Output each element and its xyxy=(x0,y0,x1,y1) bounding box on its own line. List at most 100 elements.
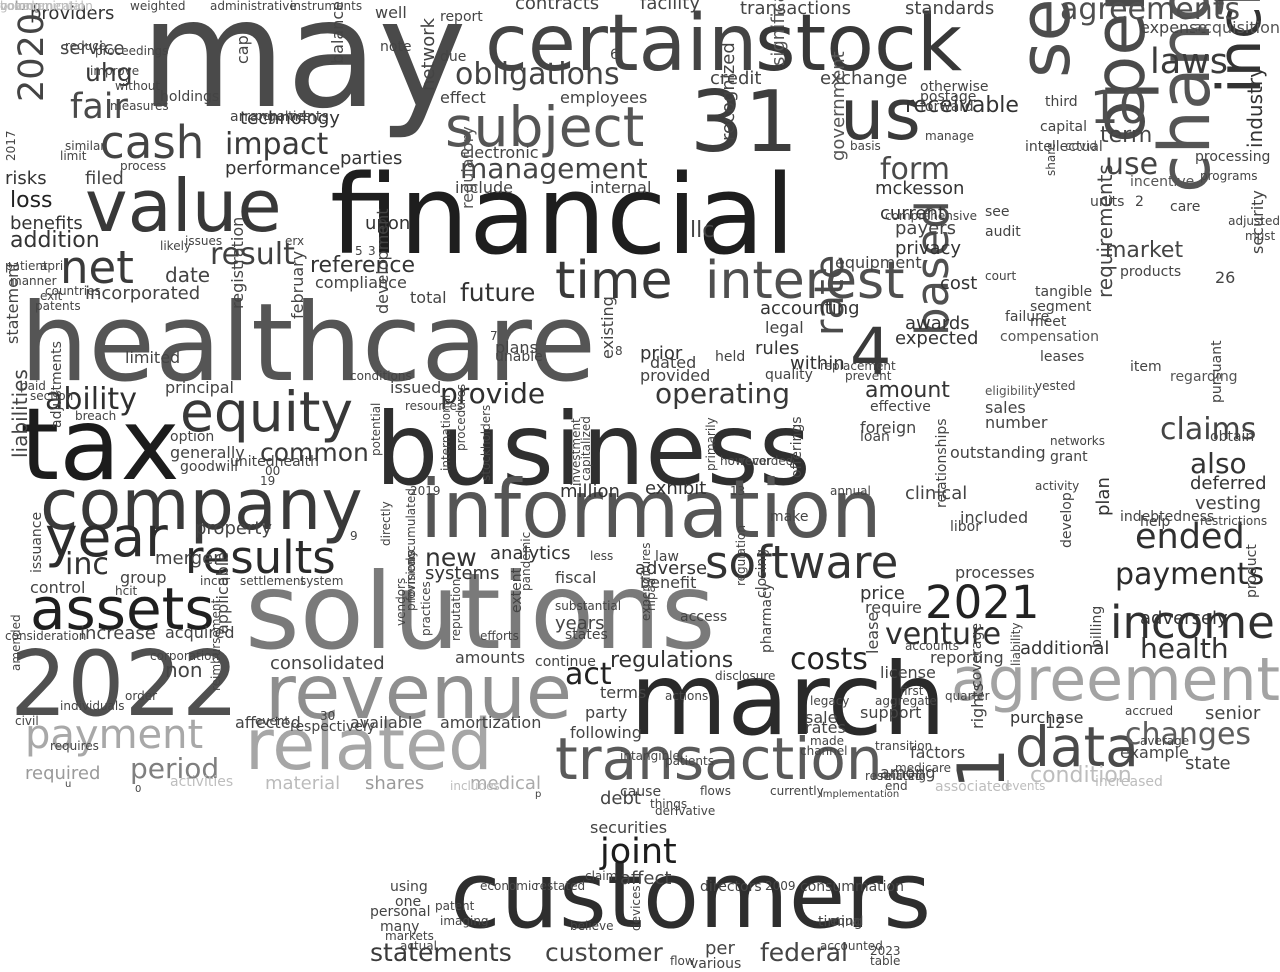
word-things: things xyxy=(650,797,688,811)
word-stock: stock xyxy=(755,0,962,89)
word-legacy: legacy xyxy=(810,694,850,708)
word-agreements: agreements xyxy=(1060,0,1241,27)
word-million: million xyxy=(560,481,620,502)
word-5: 5 xyxy=(355,244,363,258)
word-accrued: accrued xyxy=(1125,704,1174,718)
word-derivative: derivative xyxy=(655,804,716,818)
word-personal: personal xyxy=(370,904,431,920)
word-activity: activity xyxy=(1035,479,1080,493)
word-medical: medical xyxy=(470,773,541,794)
word-awards: awards xyxy=(905,313,970,334)
word-0: 0 xyxy=(135,784,142,795)
word-electronic: electronic xyxy=(460,143,539,162)
word-regulation: regulation xyxy=(734,525,748,586)
word-require: require xyxy=(865,598,922,617)
word-cash: cash xyxy=(100,116,205,169)
word-expected: expected xyxy=(895,328,979,349)
word-ability: ability xyxy=(45,382,137,417)
word-basis: basis xyxy=(850,139,881,153)
word-12: 12 xyxy=(1045,713,1066,732)
word-manage: manage xyxy=(925,129,975,143)
word-4: 4 xyxy=(850,315,892,390)
word-rules: rules xyxy=(755,338,800,359)
word-capital: capital xyxy=(1040,119,1088,135)
word-loss: loss xyxy=(10,188,53,213)
word-year: year xyxy=(45,505,168,569)
word-segment: segment xyxy=(1030,299,1092,315)
word-long: long xyxy=(15,0,41,13)
word-amortization: amortization xyxy=(440,713,542,732)
word-material: material xyxy=(265,773,341,794)
word-governmental: governmental xyxy=(0,0,84,13)
word-performance: performance xyxy=(225,158,341,179)
word-statements: statements xyxy=(370,938,512,967)
word-license: license xyxy=(880,663,936,682)
word-using: using xyxy=(390,879,428,895)
word-p: p xyxy=(535,789,542,800)
word-consolidated: consolidated xyxy=(270,653,385,674)
word-credit: credit xyxy=(710,68,762,89)
word-reimbursement: reimbursement xyxy=(209,598,223,691)
word-offerings: offerings xyxy=(789,416,805,478)
word-condition: condition xyxy=(1030,763,1132,788)
word-annual: annual xyxy=(830,484,871,498)
word-without: without xyxy=(115,79,161,93)
word-results: results xyxy=(185,531,336,584)
word-outstanding: outstanding xyxy=(950,443,1046,462)
word-group: group xyxy=(120,568,167,587)
word-products: products xyxy=(1120,264,1182,280)
word-product: product xyxy=(1244,544,1260,598)
word-manner: manner xyxy=(10,274,57,288)
word-indebtedness: indebtedness xyxy=(1120,509,1215,525)
word-volume: volume xyxy=(0,0,45,13)
word-resources: resources xyxy=(405,399,464,413)
word-directly: directly xyxy=(379,501,393,546)
word-event: event xyxy=(255,714,290,728)
word-sale: sale xyxy=(805,708,838,727)
word-issued: issued xyxy=(390,378,442,397)
word-tax: tax xyxy=(20,386,180,503)
word-processes: processes xyxy=(955,563,1035,582)
word-replacement: replacement xyxy=(820,359,896,373)
word-accounts: accounts xyxy=(905,639,960,653)
word-corporation: corporation xyxy=(150,649,220,663)
word-help: help xyxy=(1140,514,1171,530)
word-forward: forward xyxy=(920,99,974,115)
word-units: units xyxy=(1090,194,1125,210)
word-economic: economic xyxy=(480,879,538,893)
word-primarily: primarily xyxy=(704,417,718,471)
word-u: u xyxy=(65,779,72,790)
word-devices: devices xyxy=(629,885,643,931)
word-associated: associated xyxy=(935,779,1010,795)
word-regulations: regulations xyxy=(610,648,734,673)
word-april: april xyxy=(40,259,67,273)
word-within: within xyxy=(790,353,845,374)
word-regulatory: regulatory xyxy=(458,126,477,209)
word-plan: plan xyxy=(1093,477,1114,516)
word-practices: practices xyxy=(419,581,433,636)
word-comprehensive: comprehensive xyxy=(885,209,977,223)
word-cap: cap xyxy=(233,35,252,64)
word-registration: registration xyxy=(228,216,247,309)
word-19: 19 xyxy=(260,474,276,488)
word-development: development xyxy=(373,208,392,314)
word-transition: transition xyxy=(875,739,933,753)
word-purchase: purchase xyxy=(1010,708,1084,727)
word-imaging: imaging xyxy=(440,914,489,928)
word-2020: 2020 xyxy=(12,12,52,102)
word-quarter: quarter xyxy=(945,689,990,703)
word-support: support xyxy=(860,703,922,722)
word-february: february xyxy=(288,250,307,319)
word-settlement: settlement xyxy=(240,574,306,588)
word-coverage: coverage xyxy=(969,623,985,688)
word-held: held xyxy=(715,349,746,365)
word-state: state xyxy=(1185,753,1231,774)
word-stockholders: stockholders xyxy=(479,404,493,481)
word-limit: limit xyxy=(60,149,87,163)
word-audit: audit xyxy=(985,224,1021,240)
word-00: 00 xyxy=(265,464,281,478)
word-also: also xyxy=(1190,447,1247,480)
word-2022: 2022 xyxy=(10,632,240,737)
word-software: software xyxy=(705,536,899,589)
